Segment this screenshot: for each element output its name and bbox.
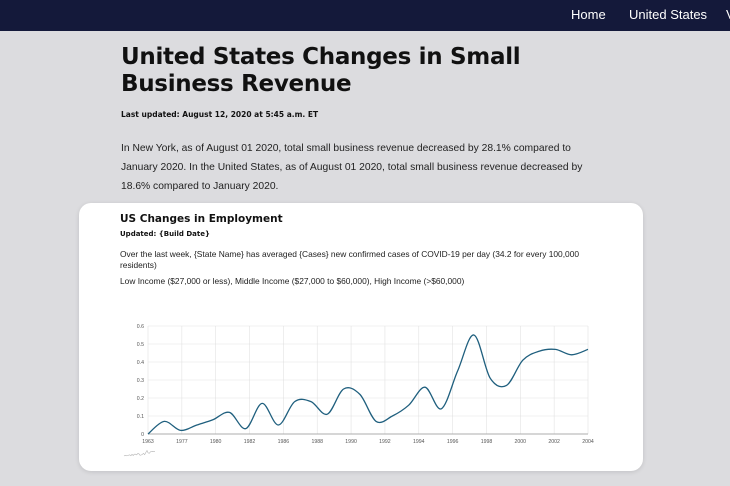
series-line [147, 334, 589, 435]
x-tick-label: 1986 [278, 439, 290, 445]
x-tick-label: 1992 [379, 439, 391, 445]
nav-link-truncated[interactable]: V [726, 7, 730, 22]
y-tick-label: 0.3 [137, 378, 144, 384]
chart-overview-brush [123, 449, 156, 457]
x-tick-label: 2000 [515, 439, 527, 445]
x-tick-label: 2004 [582, 439, 594, 445]
income-legend-text: Low Income ($27,000 or less), Middle Inc… [120, 276, 465, 286]
card-title: US Changes in Employment [120, 213, 283, 225]
top-navigation-bar: Home United States V [0, 0, 730, 31]
y-tick-label: 0.2 [137, 396, 144, 402]
y-tick-label: 0.6 [137, 324, 144, 330]
x-tick-label: 1982 [244, 439, 256, 445]
employment-chart-card: US Changes in Employment Updated: {Build… [79, 203, 643, 471]
x-tick-label: 1990 [345, 439, 357, 445]
x-tick-label: 1994 [413, 439, 425, 445]
x-tick-label: 1988 [311, 439, 323, 445]
x-tick-label: 1977 [176, 439, 188, 445]
y-tick-label: 0.1 [137, 414, 144, 420]
card-description: Over the last week, {State Name} has ave… [120, 249, 580, 270]
y-tick-label: 0.5 [137, 342, 144, 348]
x-tick-label: 1980 [210, 439, 222, 445]
y-tick-label: 0 [141, 432, 144, 438]
page-title: United States Changes in Small Business … [121, 44, 521, 97]
employment-line-chart: 0 0.1 0.2 0.3 0.4 0.5 0.6 1963 1977 1980 1982 1986 1… [123, 324, 594, 457]
x-tick-label: 1998 [481, 439, 493, 445]
last-updated-text: Last updated: August 12, 2020 at 5:45 a.… [121, 110, 319, 119]
x-tick-label: 1996 [447, 439, 459, 445]
x-tick-label: 2002 [548, 439, 560, 445]
revenue-summary-paragraph: In New York, as of August 01 2020, total… [121, 143, 583, 192]
x-tick-label: 1963 [142, 439, 154, 445]
nav-link-home[interactable]: Home [571, 7, 606, 22]
y-tick-label: 0.4 [137, 360, 144, 366]
nav-link-united-states[interactable]: United States [629, 7, 708, 22]
card-updated-text: Updated: {Build Date} [120, 230, 210, 238]
